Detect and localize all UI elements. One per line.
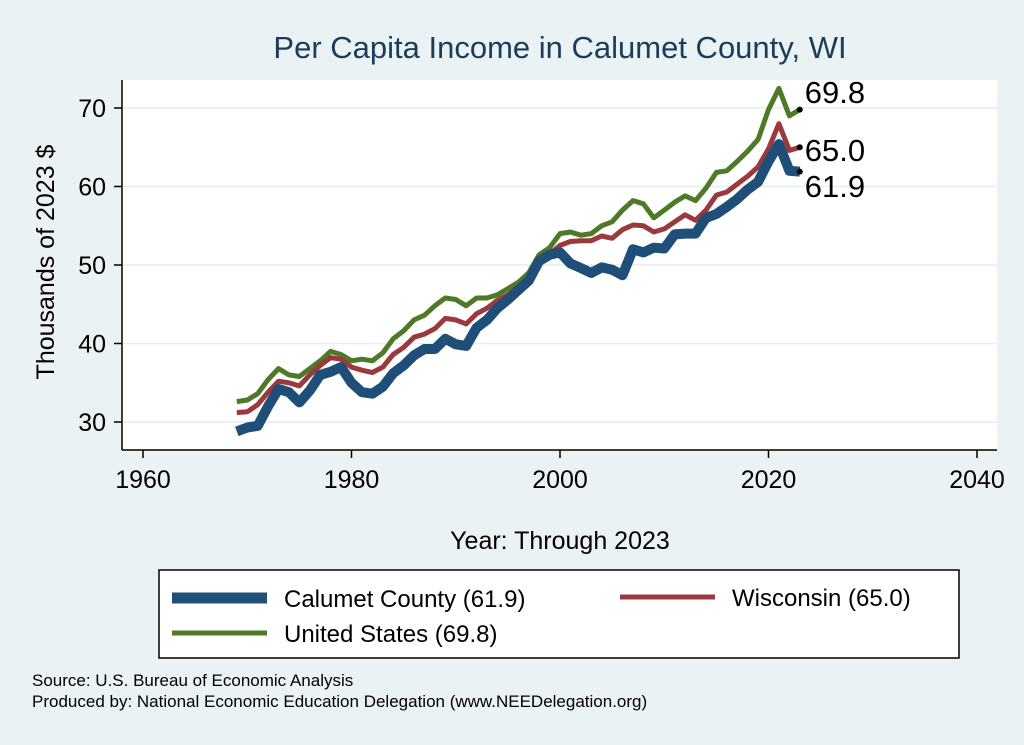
y-tick-label: 60 [78,174,106,202]
produced-by-line: Produced by: National Economic Education… [32,692,647,711]
x-tick-label: 2000 [532,466,588,494]
end-label-calumet: 61.9 [805,169,865,204]
legend-label-us: United States (69.8) [284,621,497,648]
y-tick-label: 30 [78,409,106,437]
end-labels: 61.965.0 69.8 [796,75,865,204]
end-marker-2 [796,106,803,113]
legend-box [158,569,960,659]
end-label-wisconsin: 65.0 [805,133,865,168]
legend-label-wisconsin: Wisconsin (65.0) [732,585,911,612]
end-marker-1 [796,144,803,151]
series-line-calumet [235,139,801,437]
chart-title: Per Capita Income in Calumet County, WI [273,30,846,65]
legend-label-calumet: Calumet County (61.9) [284,586,525,613]
x-ticks: 1960 1980 2000 2020 2040 [115,450,1005,494]
end-label-us: 69.8 [805,75,865,110]
y-tick-label: 40 [78,331,106,359]
x-tick-label: 1960 [115,466,171,494]
y-ticks: 30 40 50 60 70 [78,95,122,437]
x-tick-label: 2020 [741,466,797,494]
source-line: Source: U.S. Bureau of Economic Analysis [32,671,353,690]
y-axis-label: Thousands of 2023 $ [32,144,60,379]
x-axis-label: Year: Through 2023 [450,527,670,555]
grid-lines [122,107,997,423]
x-tick-label: 1980 [324,466,380,494]
y-tick-label: 50 [78,252,106,280]
x-tick-label: 2040 [949,466,1005,494]
series-lines [235,85,802,437]
y-tick-label: 70 [78,95,106,123]
end-marker-0 [796,168,803,175]
series-line-us [236,85,802,405]
